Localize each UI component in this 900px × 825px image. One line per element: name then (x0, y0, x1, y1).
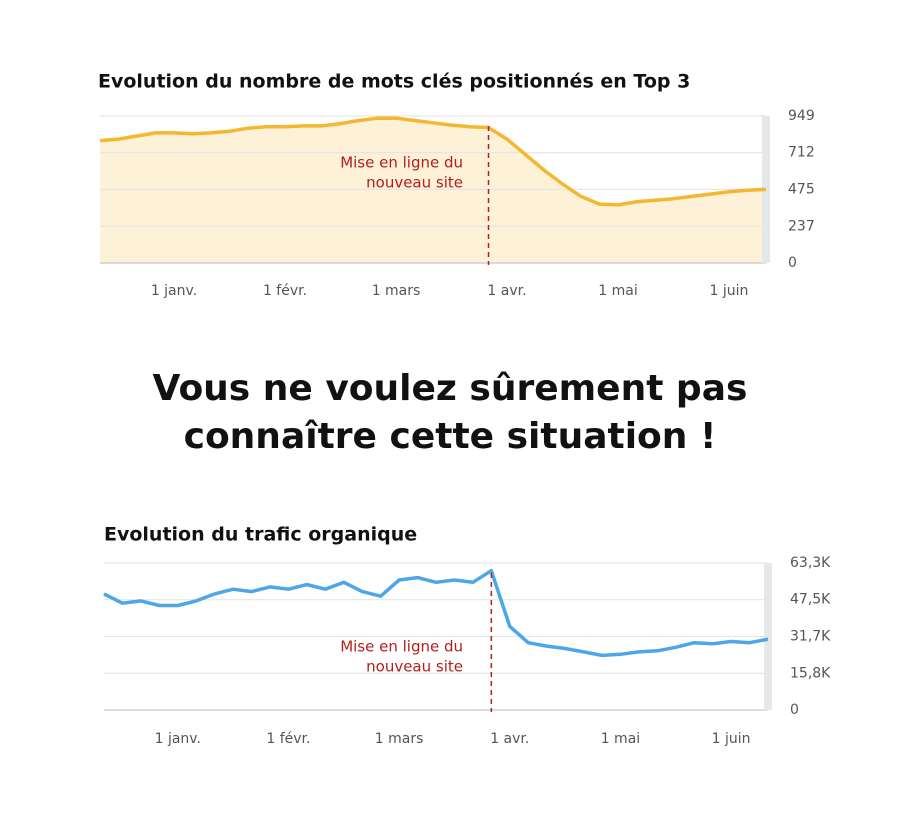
x-tick-label: 1 janv. (155, 731, 201, 747)
x-tick-label: 1 juin (710, 283, 749, 299)
line (103, 568, 769, 658)
y-tick-label: 949 (788, 108, 815, 124)
y-tick-label: 712 (788, 145, 815, 161)
y-tick-label: 31,7K (790, 628, 831, 644)
annotation: Mise en ligne du (340, 638, 463, 656)
x-tick-label: 1 févr. (263, 283, 307, 299)
y-tick-label: 0 (788, 255, 797, 271)
y-tick-label: 0 (790, 702, 799, 718)
y-tick-label: 63,3K (790, 555, 831, 571)
y-tick-label: 237 (788, 218, 815, 234)
x-tick-label: 1 mai (598, 283, 637, 299)
x-tick-label: 1 janv. (151, 283, 197, 299)
annotation: nouveau site (366, 658, 463, 676)
chart-title: Evolution du nombre de mots clés positio… (98, 71, 690, 93)
x-tick-label: 1 mars (375, 731, 424, 747)
headline: Vous ne voulez sûrement pas (153, 368, 748, 409)
annotation: Mise en ligne du (340, 154, 463, 172)
x-tick-label: 1 mai (601, 731, 640, 747)
right-edge (764, 563, 772, 710)
headline: connaître cette situation ! (184, 416, 717, 457)
x-tick-label: 1 mars (372, 283, 421, 299)
line (99, 116, 767, 207)
chart-title: Evolution du trafic organique (104, 524, 417, 546)
x-tick-label: 1 avr. (487, 283, 526, 299)
x-tick-label: 1 févr. (266, 731, 310, 747)
x-tick-label: 1 avr. (490, 731, 529, 747)
y-tick-label: 15,8K (790, 665, 831, 681)
y-tick-label: 47,5K (790, 592, 831, 608)
y-tick-label: 475 (788, 181, 815, 197)
x-tick-label: 1 juin (712, 731, 751, 747)
area (100, 118, 766, 263)
annotation: nouveau site (366, 174, 463, 192)
